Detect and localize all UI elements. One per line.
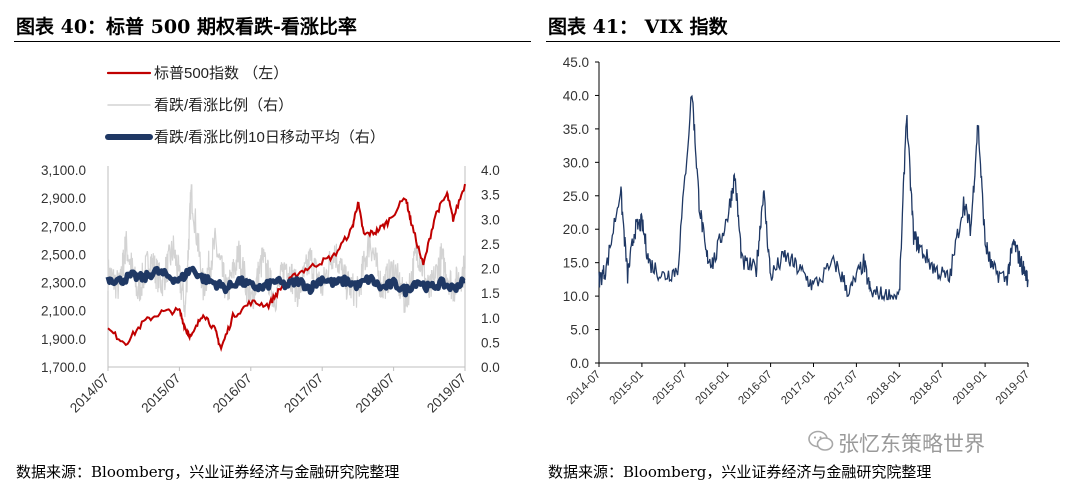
legend-entry: 看跌/看涨比例（右） bbox=[154, 97, 293, 114]
vix-y-tick-label: 30.0 bbox=[563, 155, 589, 170]
right-source-note: 数据来源：Bloomberg，兴业证券经济与金融研究院整理 bbox=[548, 463, 932, 481]
right-panel-title: 图表 41： VIX 指数 bbox=[548, 16, 728, 38]
x-tick-label: 2014/07 bbox=[67, 371, 112, 416]
vix-x-tick-label: 2018-07 bbox=[908, 369, 946, 407]
right-chart-series bbox=[598, 94, 1029, 303]
put-call-ratio-chart: 标普500指数 （左） 看跌/看涨比例（右） 看跌/看涨比例10日移动平均（右） 1… bbox=[41, 65, 500, 416]
right-y-tick-label: 2.5 bbox=[481, 237, 500, 252]
x-tick-label: 2019/07 bbox=[424, 371, 469, 416]
vix-x-tick-label: 2016-01 bbox=[693, 369, 731, 407]
put-call-ratio-line bbox=[107, 184, 466, 318]
vix-y-tick-label: 10.0 bbox=[563, 289, 589, 304]
left-y-tick-label: 1,900.0 bbox=[41, 332, 86, 347]
x-tick-label: 2017/07 bbox=[281, 371, 326, 416]
vix-x-tick-label: 2017-07 bbox=[822, 369, 860, 407]
left-source-note: 数据来源：Bloomberg，兴业证券经济与金融研究院整理 bbox=[16, 463, 400, 481]
vix-x-tick-label: 2016-07 bbox=[736, 369, 774, 407]
vix-x-tick-label: 2015-07 bbox=[651, 369, 689, 407]
right-y-tick-label: 0.5 bbox=[481, 335, 500, 350]
wechat-icon bbox=[808, 430, 834, 451]
right-title-rule bbox=[546, 41, 1060, 42]
vix-y-tick-label: 40.0 bbox=[563, 88, 589, 103]
vix-line bbox=[598, 94, 1029, 303]
right-y-tick-label: 3.0 bbox=[481, 212, 500, 227]
vix-chart: 0.0 5.0 10.0 15.0 20.0 25.0 30.0 35.0 40.0 45.0 20… bbox=[563, 55, 1032, 407]
left-y-tick-label: 3,100.0 bbox=[41, 163, 86, 178]
vix-x-tick-label: 2015-01 bbox=[608, 369, 646, 407]
right-y-tick-label: 2.0 bbox=[481, 262, 500, 277]
legend-entry: 标普500指数 （左） bbox=[154, 65, 288, 82]
x-tick-label: 2018/07 bbox=[353, 371, 398, 416]
vix-y-tick-label: 45.0 bbox=[563, 55, 589, 70]
vix-y-tick-label: 20.0 bbox=[563, 222, 589, 237]
vix-y-tick-label: 5.0 bbox=[570, 323, 589, 338]
x-tick-label: 2015/07 bbox=[138, 371, 183, 416]
left-panel-title: 图表 40：标普 500 期权看跌-看涨比率 bbox=[16, 16, 357, 38]
vix-x-tick-label: 2014-07 bbox=[565, 369, 603, 407]
right-y-tick-label: 4.0 bbox=[481, 163, 500, 178]
vix-y-tick-label: 25.0 bbox=[563, 189, 589, 204]
left-y-tick-label: 2,500.0 bbox=[41, 247, 86, 262]
vix-y-tick-label: 0.0 bbox=[570, 356, 589, 371]
vix-x-tick-label: 2019-01 bbox=[951, 369, 989, 407]
right-y-tick-label: 1.5 bbox=[481, 286, 500, 301]
vix-y-tick-label: 35.0 bbox=[563, 122, 589, 137]
vix-x-tick-label: 2017-01 bbox=[779, 369, 817, 407]
watermark-text: 张忆东策略世界 bbox=[838, 432, 985, 456]
left-y-tick-label: 2,700.0 bbox=[41, 219, 86, 234]
vix-x-tick-label: 2019-07 bbox=[994, 369, 1032, 407]
right-y-tick-label: 1.0 bbox=[481, 311, 500, 326]
put-call-ratio-ma-line bbox=[105, 265, 466, 298]
sp500-line bbox=[107, 183, 466, 353]
vix-x-tick-label: 2018-01 bbox=[865, 369, 903, 407]
legend-entry: 看跌/看涨比例10日移动平均（右） bbox=[154, 129, 385, 146]
left-chart-legend: 标普500指数 （左） 看跌/看涨比例（右） 看跌/看涨比例10日移动平均（右） bbox=[105, 65, 385, 146]
x-tick-label: 2016/07 bbox=[210, 371, 255, 416]
right-y-tick-label: 3.5 bbox=[481, 188, 500, 203]
vix-y-tick-label: 15.0 bbox=[563, 256, 589, 271]
left-title-rule bbox=[14, 41, 531, 42]
right-y-tick-label: 0.0 bbox=[481, 360, 500, 375]
left-y-tick-label: 2,300.0 bbox=[41, 276, 86, 291]
left-y-tick-label: 1,700.0 bbox=[41, 360, 86, 375]
left-y-tick-label: 2,100.0 bbox=[41, 304, 86, 319]
right-chart-axes: 0.0 5.0 10.0 15.0 20.0 25.0 30.0 35.0 40.0 45.0 20… bbox=[563, 55, 1032, 407]
left-y-tick-label: 2,900.0 bbox=[41, 191, 86, 206]
left-chart-series bbox=[105, 183, 466, 353]
